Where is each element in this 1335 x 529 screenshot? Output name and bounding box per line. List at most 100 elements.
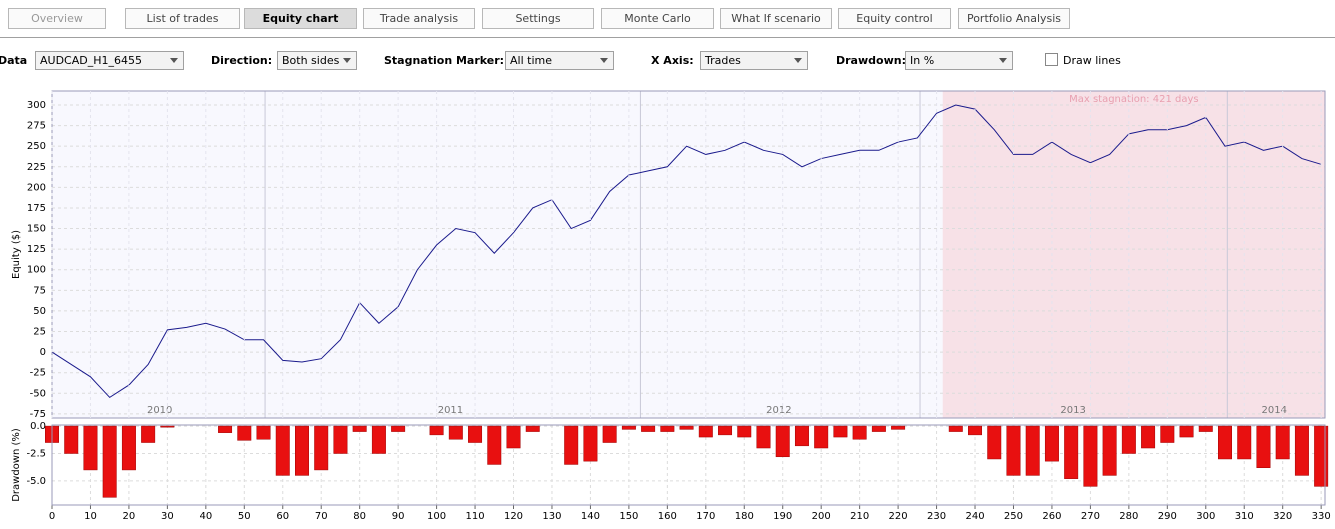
- dropdown[interactable]: Both sides: [277, 51, 357, 70]
- y-tick-label: -75: [30, 409, 46, 420]
- drawdown-bar: [602, 425, 617, 443]
- x-tick-label: 260: [1042, 511, 1061, 522]
- dropdown[interactable]: Trades: [700, 51, 808, 70]
- drawdown-bar: [448, 425, 463, 440]
- y-tick-label: 50: [33, 306, 46, 317]
- drawdown-bar: [698, 425, 713, 438]
- x-tick-label: 0: [49, 511, 55, 522]
- x-tick-label: 250: [1004, 511, 1023, 522]
- y-axis-title: Drawdown (%): [11, 428, 22, 502]
- tab[interactable]: Equity chart: [244, 8, 357, 29]
- x-tick-label: 190: [773, 511, 792, 522]
- drawdown-bar: [314, 425, 329, 471]
- dropdown[interactable]: All time: [505, 51, 614, 70]
- drawdown-bar: [775, 425, 790, 458]
- drawdown-bar: [83, 425, 98, 471]
- tab[interactable]: List of trades: [125, 8, 240, 29]
- x-tick-label: 200: [812, 511, 831, 522]
- dropdown[interactable]: In %: [905, 51, 1013, 70]
- stagnation-region: [942, 91, 1325, 418]
- drawdown-bar: [391, 425, 406, 432]
- drawdown-bar: [814, 425, 829, 449]
- y-tick-label: 100: [27, 265, 46, 276]
- control-label: Direction:: [211, 54, 273, 67]
- y-tick-label: 250: [27, 141, 46, 152]
- checkbox[interactable]: [1045, 53, 1058, 66]
- drawdown-bar: [1102, 425, 1117, 476]
- drawdown-bar: [564, 425, 579, 465]
- drawdown-bar: [1237, 425, 1252, 460]
- drawdown-bar: [718, 425, 733, 436]
- x-tick-label: 120: [504, 511, 523, 522]
- drawdown-bar: [429, 425, 444, 436]
- x-tick-label: 330: [1312, 511, 1331, 522]
- y-tick-label: -2.5: [26, 448, 46, 459]
- x-tick-label: 280: [1119, 511, 1138, 522]
- tab[interactable]: Monte Carlo: [601, 8, 714, 29]
- control-label: Stagnation Marker:: [384, 54, 505, 67]
- y-tick-label: -50: [30, 388, 46, 399]
- drawdown-bar: [352, 425, 367, 432]
- drawdown-bar: [1275, 425, 1290, 460]
- drawdown-bar: [679, 425, 694, 430]
- drawdown-bar: [852, 425, 867, 440]
- drawdown-bar: [1121, 425, 1136, 454]
- x-tick-label: 30: [161, 511, 174, 522]
- y-tick-label: -25: [30, 368, 46, 379]
- drawdown-bar: [1294, 425, 1309, 476]
- x-tick-label: 110: [466, 511, 485, 522]
- drawdown-bar: [1160, 425, 1175, 443]
- drawdown-bar: [102, 425, 117, 498]
- drawdown-bar: [737, 425, 752, 438]
- drawdown-bar: [987, 425, 1002, 460]
- tab[interactable]: Overview: [8, 8, 106, 29]
- year-label: 2010: [147, 405, 172, 416]
- equity-line: [51, 104, 1322, 399]
- drawdown-bar: [1083, 425, 1098, 487]
- drawdown-bar: [1141, 425, 1156, 449]
- x-tick-label: 180: [735, 511, 754, 522]
- tab[interactable]: Portfolio Analysis: [958, 8, 1070, 29]
- dropdown[interactable]: AUDCAD_H1_6455: [35, 51, 184, 70]
- y-tick-label: 150: [27, 224, 46, 235]
- drawdown-bar: [525, 425, 540, 432]
- tab[interactable]: What If scenario: [720, 8, 832, 29]
- x-tick-label: 320: [1273, 511, 1292, 522]
- y-tick-label: 0: [40, 347, 46, 358]
- y-tick-label: 75: [33, 285, 46, 296]
- checkbox-label[interactable]: Draw lines: [1063, 54, 1121, 67]
- x-tick-label: 80: [353, 511, 366, 522]
- drawdown-bar: [583, 425, 598, 462]
- drawdown-bar: [1314, 425, 1329, 487]
- drawdown-bar: [275, 425, 290, 476]
- x-tick-label: 150: [619, 511, 638, 522]
- x-tick-label: 130: [542, 511, 561, 522]
- year-label: 2014: [1262, 405, 1287, 416]
- drawdown-bar: [121, 425, 136, 471]
- drawdown-bar: [641, 425, 656, 432]
- drawdown-bar: [1256, 425, 1271, 468]
- x-tick-label: 40: [199, 511, 212, 522]
- drawdown-bar: [1198, 425, 1213, 432]
- y-tick-label: -5.0: [26, 476, 46, 487]
- separator: [0, 37, 1335, 38]
- y-tick-label: 200: [27, 182, 46, 193]
- x-tick-label: 240: [965, 511, 984, 522]
- x-tick-label: 60: [276, 511, 289, 522]
- stagnation-label: Max stagnation: 421 days: [1069, 94, 1199, 105]
- tab[interactable]: Settings: [482, 8, 594, 29]
- tab[interactable]: Equity control: [838, 8, 951, 29]
- drawdown-bar: [333, 425, 348, 454]
- x-tick-label: 270: [1081, 511, 1100, 522]
- y-tick-label: 0.0: [30, 421, 46, 432]
- tab[interactable]: Trade analysis: [363, 8, 475, 29]
- x-tick-label: 170: [696, 511, 715, 522]
- y-tick-label: 125: [27, 244, 46, 255]
- drawdown-bar: [468, 425, 483, 443]
- drawdown-bar: [141, 425, 156, 443]
- drawdown-bar: [1218, 425, 1232, 460]
- drawdown-bar: [621, 425, 636, 430]
- drawdown-bar: [1179, 425, 1194, 438]
